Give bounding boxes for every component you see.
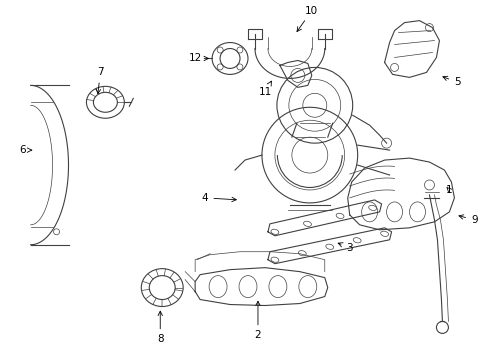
Text: 5: 5 (442, 76, 460, 87)
Text: 4: 4 (202, 193, 236, 203)
Text: 2: 2 (254, 301, 261, 341)
Text: 7: 7 (96, 67, 103, 94)
Text: 8: 8 (157, 311, 163, 345)
Text: 3: 3 (338, 243, 352, 253)
Text: 1: 1 (445, 185, 452, 195)
Text: 6: 6 (20, 145, 32, 155)
Text: 12: 12 (188, 54, 208, 63)
Text: 11: 11 (258, 81, 271, 97)
Text: 9: 9 (458, 215, 477, 225)
Text: 10: 10 (296, 6, 318, 32)
